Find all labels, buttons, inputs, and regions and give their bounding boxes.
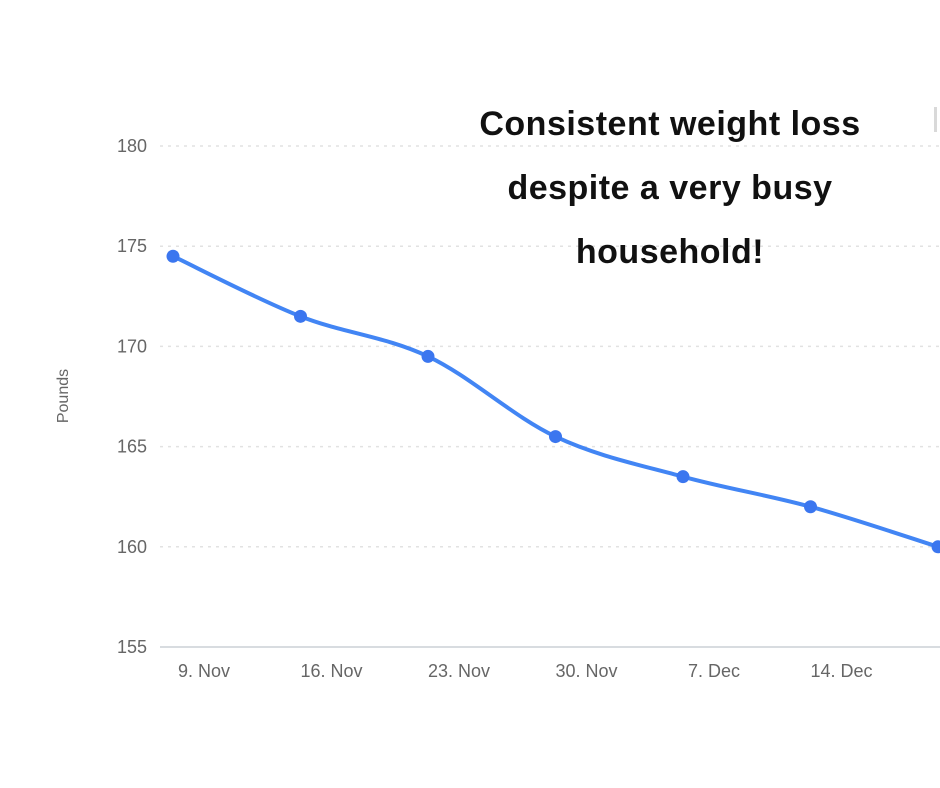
svg-text:155: 155 [117, 637, 147, 657]
annotation-line-3: household! [575, 233, 765, 271]
svg-text:16. Nov: 16. Nov [300, 661, 362, 681]
svg-text:170: 170 [117, 336, 147, 356]
svg-text:180: 180 [117, 136, 147, 156]
svg-text:Pounds: Pounds [55, 369, 72, 423]
cropped-edge-element [934, 107, 937, 132]
svg-text:23. Nov: 23. Nov [428, 661, 490, 681]
svg-text:165: 165 [117, 437, 147, 457]
annotation-line-1: Consistent weight loss [479, 105, 861, 143]
svg-text:14. Dec: 14. Dec [810, 661, 872, 681]
svg-text:30. Nov: 30. Nov [555, 661, 617, 681]
annotation-line-2: despite a very busy [507, 169, 833, 207]
svg-text:175: 175 [117, 236, 147, 256]
svg-text:160: 160 [117, 537, 147, 557]
svg-text:9. Nov: 9. Nov [178, 661, 230, 681]
svg-text:7. Dec: 7. Dec [688, 661, 740, 681]
annotation-text: Consistent weight loss despite a very bu… [440, 92, 900, 284]
